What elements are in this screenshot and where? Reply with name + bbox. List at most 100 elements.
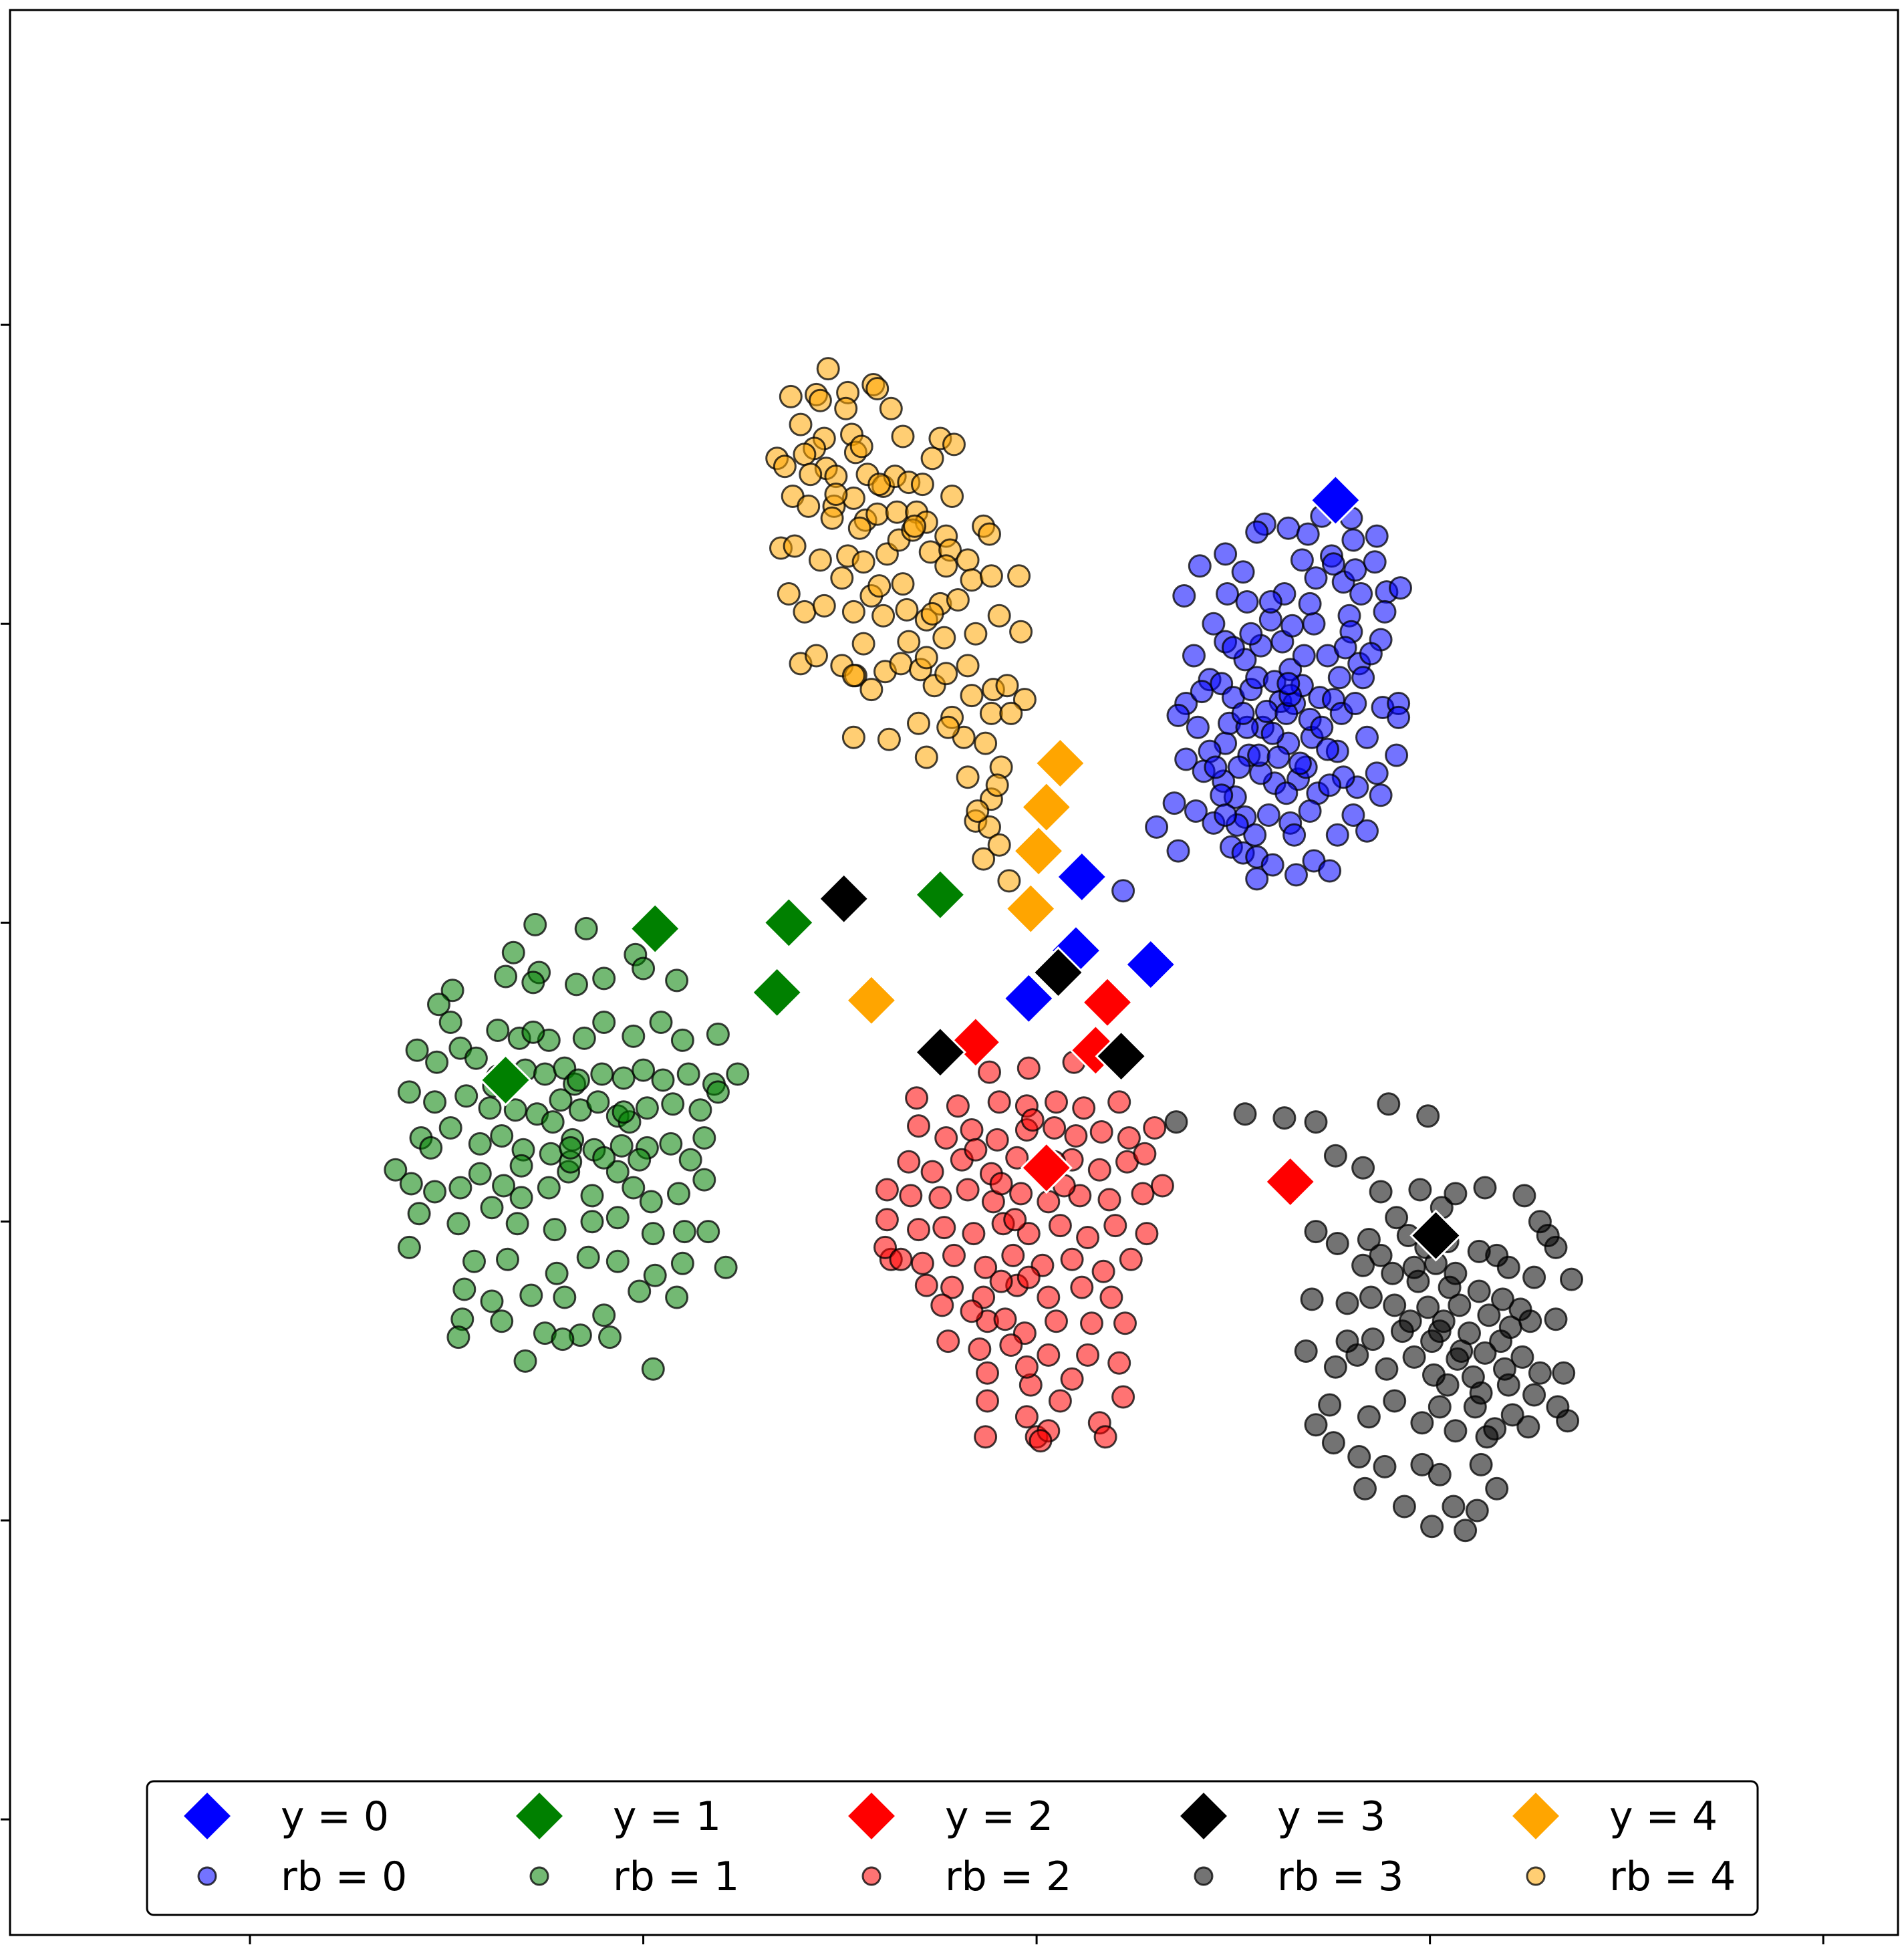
data-point (928, 1186, 952, 1210)
data-point (1381, 1261, 1405, 1285)
legend-diamond-marker (513, 1789, 566, 1843)
data-point (1467, 1279, 1491, 1303)
data-point (1186, 715, 1210, 739)
data-point (1323, 1144, 1347, 1168)
data-point (841, 725, 865, 749)
data-point (930, 1293, 954, 1317)
data-point (976, 1361, 999, 1385)
legend-entry: rb = 0 (197, 1853, 407, 1900)
data-point (1420, 1515, 1444, 1539)
data-point (1133, 1142, 1157, 1166)
data-point (960, 1299, 984, 1323)
series-y-2 (949, 976, 1317, 1208)
data-point (468, 1132, 492, 1156)
data-point (635, 1096, 659, 1120)
legend-label: y = 4 (1609, 1793, 1718, 1840)
data-point (452, 1277, 477, 1301)
data-point (779, 384, 803, 408)
data-point (1304, 1220, 1328, 1244)
data-point (903, 514, 927, 538)
data-point (1091, 1259, 1115, 1283)
data-point-diamond (914, 868, 967, 921)
data-point (1037, 1285, 1061, 1309)
data-point (1266, 745, 1290, 769)
legend-label: rb = 0 (281, 1853, 407, 1900)
data-point (1444, 1182, 1468, 1206)
data-point (1290, 548, 1314, 572)
data-point (1351, 1156, 1375, 1180)
data-point (580, 1184, 604, 1208)
data-point (1184, 799, 1208, 823)
data-point (1182, 644, 1206, 668)
data-point (841, 664, 865, 688)
data-point (995, 674, 1019, 698)
data-point (1300, 1287, 1324, 1311)
data-point (611, 1066, 636, 1090)
legend-circle-marker (197, 1866, 217, 1886)
data-point (665, 1285, 689, 1309)
data-point-diamond (479, 1053, 532, 1107)
data-point (572, 1026, 596, 1050)
data-point (1353, 1476, 1377, 1501)
data-point (1145, 815, 1169, 839)
data-point (851, 550, 875, 574)
data-point (1143, 1116, 1167, 1140)
data-point (1377, 1092, 1401, 1116)
data-point (960, 568, 984, 592)
data-point (985, 1128, 1009, 1152)
data-point (1260, 721, 1284, 745)
data-point (987, 1090, 1011, 1114)
data-point (1522, 1383, 1546, 1407)
data-point (537, 1176, 561, 1200)
data-point (1188, 554, 1212, 578)
data-point (1245, 867, 1269, 891)
data-point (1442, 1495, 1466, 1519)
data-point (628, 1279, 652, 1303)
data-point (509, 1154, 533, 1178)
data-point (1298, 592, 1322, 616)
data-point (797, 494, 821, 518)
data-point (946, 588, 970, 612)
data-point (936, 715, 960, 739)
data-point (1361, 1327, 1385, 1351)
data-point (454, 1084, 479, 1108)
data-point (726, 1062, 750, 1086)
data-point (490, 1124, 514, 1148)
data-point (590, 1062, 614, 1086)
legend-entry: rb = 4 (1526, 1853, 1736, 1900)
data-point (914, 1273, 938, 1297)
legend-label: rb = 2 (945, 1853, 1071, 1900)
legend-circle-marker (1194, 1866, 1214, 1886)
data-point (592, 1303, 616, 1327)
data-point (1045, 1309, 1068, 1333)
data-point (932, 626, 956, 650)
data-point (914, 745, 938, 769)
data-point (1260, 853, 1284, 877)
data-point (559, 1136, 583, 1160)
data-point (1111, 879, 1135, 903)
legend-diamond-marker (1509, 1789, 1562, 1843)
data-point (1048, 1214, 1072, 1238)
data-point (665, 968, 689, 993)
data-point (1469, 1452, 1493, 1476)
data-point (1304, 1413, 1328, 1437)
data-point (1111, 1385, 1135, 1409)
data-point (1210, 783, 1234, 807)
data-point (777, 582, 801, 606)
data-point (1392, 1495, 1416, 1519)
data-point (816, 357, 840, 381)
data-point (934, 1126, 958, 1150)
data-point (1304, 566, 1328, 590)
data-point (1369, 783, 1393, 807)
data-point (1341, 528, 1365, 552)
legend-entry: rb = 2 (861, 1853, 1071, 1900)
legend-entry: rb = 3 (1194, 1853, 1403, 1900)
data-point (979, 701, 1003, 725)
data-point (397, 1080, 421, 1104)
data-point (384, 1158, 408, 1182)
data-point-diamond (1020, 1142, 1073, 1194)
data-point (551, 1327, 575, 1351)
